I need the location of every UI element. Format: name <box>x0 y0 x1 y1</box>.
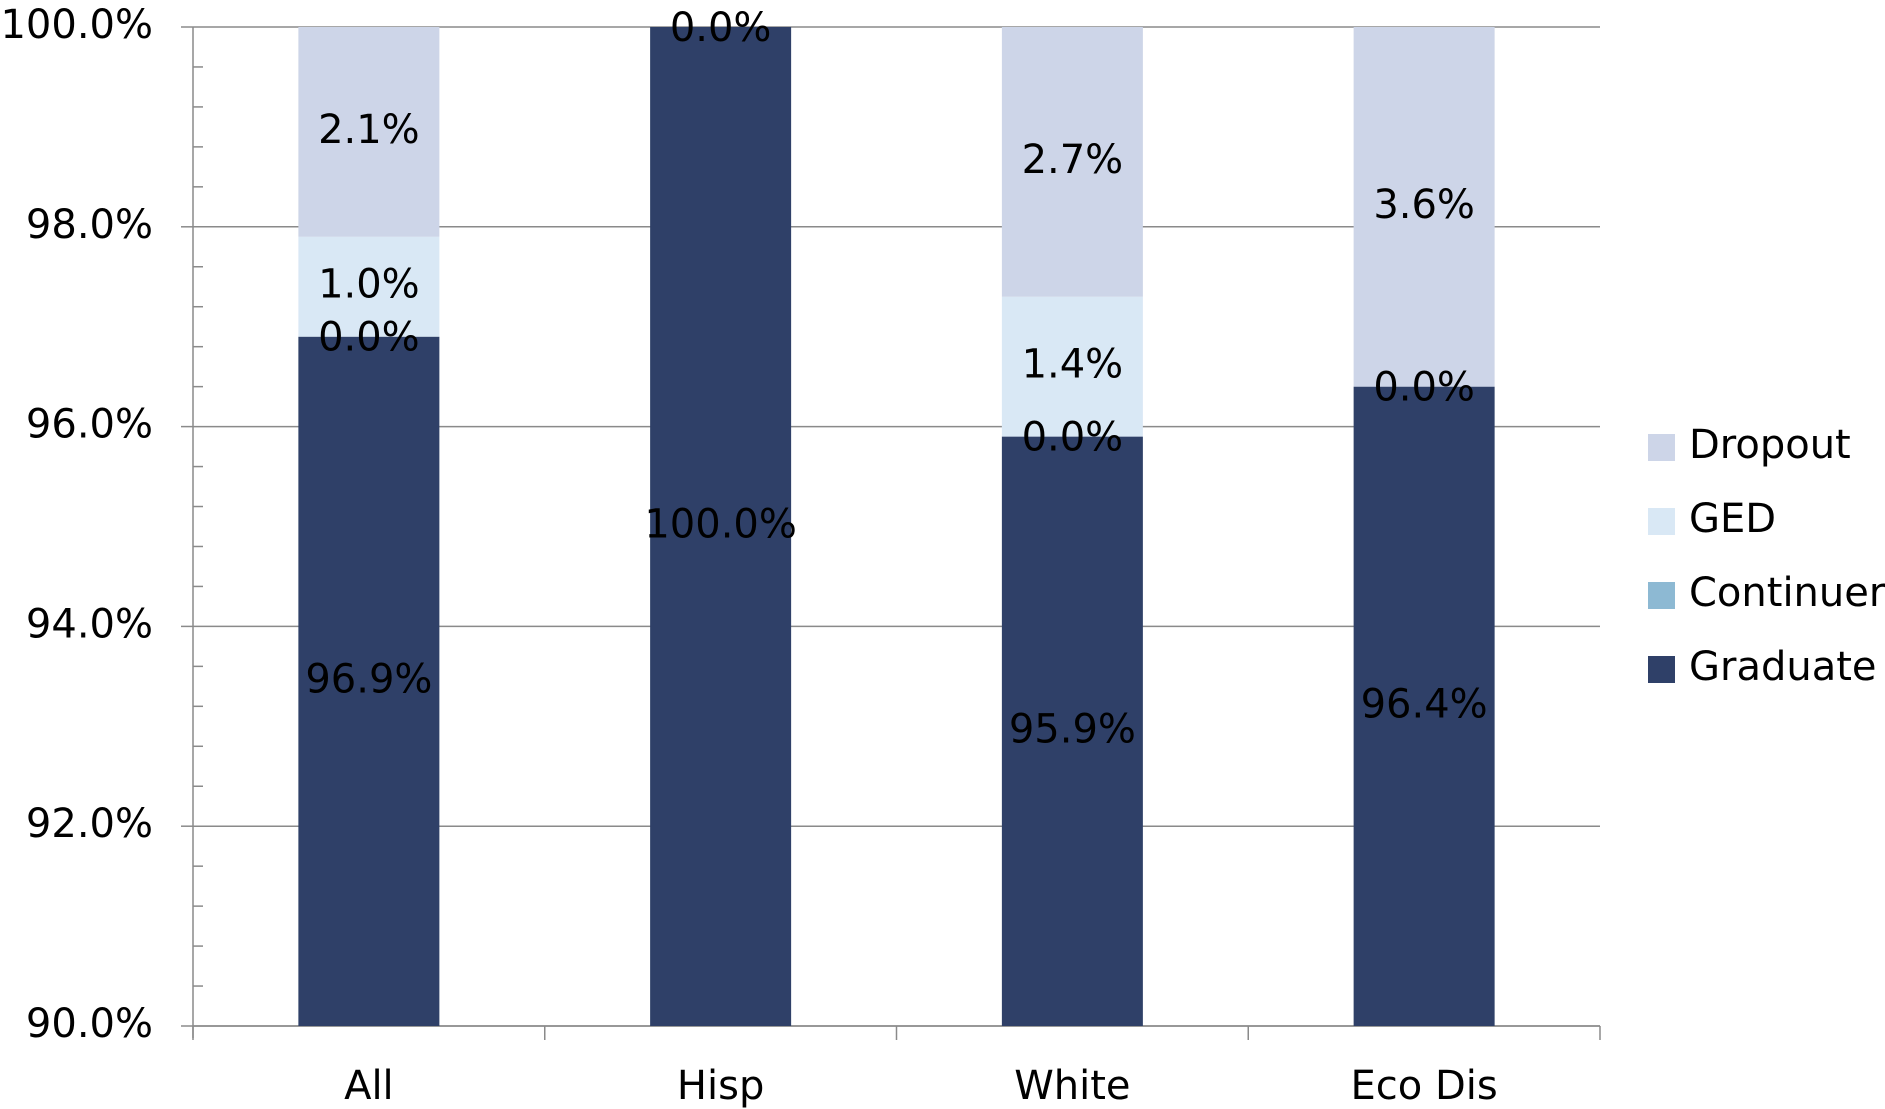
legend-label: Continuer <box>1689 570 1885 616</box>
data-label: 0.0% <box>1373 365 1475 411</box>
bar-segment <box>1353 27 1495 387</box>
y-tick-label: 90.0% <box>26 1001 153 1047</box>
bar-segment <box>650 27 792 1026</box>
bar-segment <box>1353 386 1495 1026</box>
data-label: 0.0% <box>670 5 772 51</box>
bar-segment <box>1001 27 1143 297</box>
legend-swatch <box>1648 434 1675 461</box>
legend-swatch <box>1648 582 1675 609</box>
data-label: 100.0% <box>644 502 797 548</box>
bar-segment <box>298 336 440 1026</box>
data-label: 1.0% <box>318 262 420 308</box>
legend-label: Graduate <box>1689 644 1877 690</box>
legend-label: Dropout <box>1689 422 1851 468</box>
y-tick-label: 98.0% <box>26 202 153 248</box>
data-label: 0.0% <box>318 315 420 361</box>
bar-segment <box>1001 296 1143 437</box>
data-label: 96.4% <box>1361 681 1488 727</box>
y-tick-label: 92.0% <box>26 801 153 847</box>
legend-label: GED <box>1689 496 1776 542</box>
data-label: 96.9% <box>305 656 432 702</box>
x-tick-label: Hisp <box>677 1063 764 1109</box>
x-tick-label: All <box>344 1063 394 1109</box>
bar-segment <box>298 236 440 337</box>
data-label: 2.1% <box>318 107 420 153</box>
data-label: 2.7% <box>1022 137 1124 183</box>
bar-segment <box>1001 436 1143 1027</box>
data-label: 3.6% <box>1373 182 1475 228</box>
legend-swatch <box>1648 656 1675 683</box>
y-tick-label: 100.0% <box>0 2 153 48</box>
y-tick-label: 94.0% <box>26 601 153 647</box>
data-label: 95.9% <box>1009 706 1136 752</box>
data-label: 0.0% <box>1022 415 1124 461</box>
y-tick-label: 96.0% <box>26 402 153 448</box>
legend-swatch <box>1648 508 1675 535</box>
x-tick-label: Eco Dis <box>1351 1063 1498 1109</box>
data-label: 1.4% <box>1022 342 1124 388</box>
bar-segment <box>298 27 440 237</box>
x-tick-label: White <box>1014 1063 1130 1109</box>
